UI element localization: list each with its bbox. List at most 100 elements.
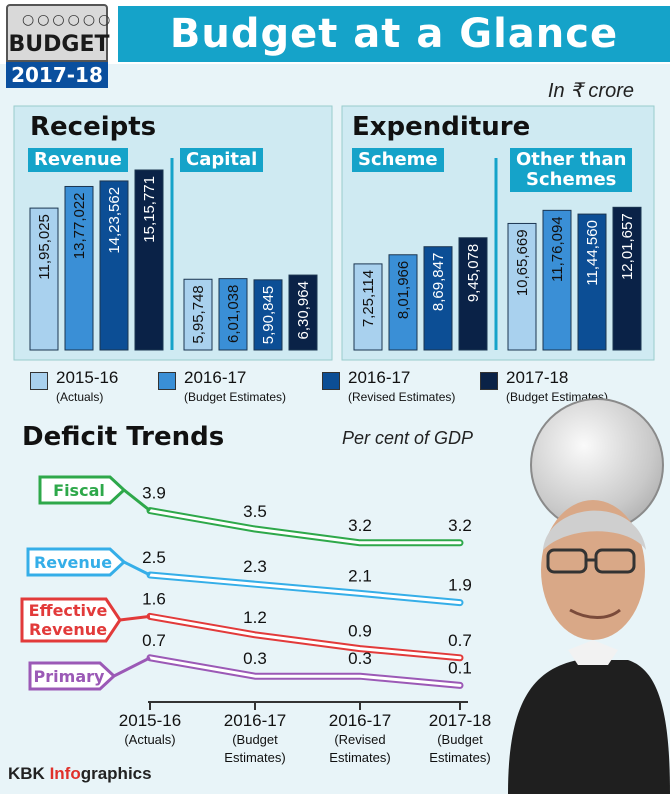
x-tick-label: 2015-16 <box>119 711 181 730</box>
footer-credit: KBK Infographics <box>8 764 152 783</box>
bar <box>64 185 94 351</box>
legend-note: (Budget Estimates) <box>184 390 287 404</box>
series-tag-connector <box>123 560 151 577</box>
receipts-title: Receipts <box>30 112 157 142</box>
bar-value-label: 7,25,114 <box>360 270 377 327</box>
bar <box>253 279 283 351</box>
calendar-icon: ○○○○○○ BUDGET <box>6 4 110 62</box>
legend-year: 2016-17 <box>348 368 411 387</box>
bar <box>288 274 318 351</box>
x-tick-label: 2017-18 <box>429 711 491 730</box>
bar <box>458 237 488 351</box>
bar-value-label: 14,23,562 <box>106 187 123 254</box>
x-tick-label: Estimates) <box>224 750 285 765</box>
legend-year: 2017-18 <box>506 368 569 387</box>
bar-value-label: 13,77,022 <box>71 192 88 259</box>
series-line-inner <box>148 656 462 687</box>
legend-year: 2015-16 <box>56 368 119 387</box>
bar <box>218 278 248 351</box>
point-value-label: 2.1 <box>348 566 372 585</box>
other-tag-line-2: Schemes <box>526 169 617 190</box>
bar <box>577 213 607 351</box>
point-value-label: 3.9 <box>142 484 166 503</box>
expenditure-title: Expenditure <box>352 112 531 142</box>
point-value-label: 0.1 <box>448 658 472 677</box>
series-tag-connector <box>119 614 151 622</box>
bar-value-label: 11,95,025 <box>36 214 53 280</box>
series-name-label: Revenue <box>34 553 112 572</box>
bar-value-label: 15,15,771 <box>141 176 158 243</box>
bar <box>388 254 418 351</box>
series-line-inner <box>148 509 462 545</box>
receipts-capital-tag: Capital <box>180 148 264 172</box>
series-line <box>146 507 464 547</box>
bar-value-label: 6,01,038 <box>225 285 242 343</box>
point-value-label: 1.9 <box>448 576 472 595</box>
bar <box>134 169 164 351</box>
x-tick-label: 2016-17 <box>224 711 286 730</box>
badge-word: BUDGET <box>8 32 110 57</box>
x-tick-label: Estimates) <box>429 750 490 765</box>
point-value-label: 2.3 <box>243 557 267 576</box>
bar <box>99 180 129 351</box>
finance-minister-photo <box>508 500 670 794</box>
series-name-label: Fiscal <box>53 481 105 500</box>
bar <box>353 263 383 351</box>
x-tick-label: 2016-17 <box>329 711 391 730</box>
x-tick-label: (Budget <box>437 732 483 747</box>
other-tag-line-1: Other than <box>516 149 627 170</box>
expenditure-scheme-tag: Scheme <box>352 148 444 172</box>
receipts-revenue-tag: Revenue <box>28 148 128 172</box>
bar <box>612 206 642 351</box>
bar-value-label: 8,01,966 <box>395 261 412 319</box>
series-name-label: Primary <box>34 667 105 686</box>
bar-value-label: 9,45,078 <box>465 244 482 302</box>
deficit-line-chart: 3.9 3.5 3.2 3.2 Fiscal 2.5 2.3 2.1 1.9 Revenue 1.6… <box>20 475 491 765</box>
series-tag-connector <box>123 488 151 512</box>
deficit-title: Deficit Trends <box>22 422 225 452</box>
x-tick-label: (Budget <box>232 732 278 747</box>
series-name-label: Revenue <box>29 620 107 639</box>
bar-value-label: 10,65,669 <box>514 229 531 296</box>
bar-value-label: 8,69,847 <box>430 253 447 311</box>
expenditure-other-tag: Other than Schemes <box>510 148 633 192</box>
point-value-label: 0.7 <box>448 631 472 650</box>
point-value-label: 3.2 <box>348 516 372 535</box>
series-tag-connector <box>113 656 151 678</box>
point-value-label: 0.3 <box>243 649 267 668</box>
deficit-subtitle: Per cent of GDP <box>342 428 474 448</box>
point-value-label: 2.5 <box>142 548 166 567</box>
series-line-inner <box>148 573 462 605</box>
x-tick-label: (Actuals) <box>124 732 175 747</box>
bar <box>29 207 59 351</box>
legend-swatch <box>322 372 340 390</box>
bar <box>507 222 537 351</box>
bar <box>183 278 213 351</box>
budget-badge: ○○○○○○ BUDGET 2017-18 <box>6 4 110 88</box>
series-tag <box>20 597 122 643</box>
series-line <box>146 612 464 662</box>
bar-value-label: 6,30,964 <box>295 281 312 339</box>
series-tag <box>38 475 127 505</box>
bar <box>423 246 453 351</box>
legend-swatch <box>30 372 48 390</box>
series-tag <box>28 661 117 691</box>
bar-value-label: 5,90,845 <box>260 286 277 344</box>
title-bar <box>118 6 670 62</box>
bar-value-label: 11,44,560 <box>584 220 601 286</box>
bar <box>542 209 572 351</box>
bar-charts: 11,95,025 13,77,022 14,23,562 15,15,771 5,95… <box>13 105 655 361</box>
series-line-inner <box>148 614 462 660</box>
legend-swatch <box>158 372 176 390</box>
bar-value-label: 12,01,657 <box>619 213 636 280</box>
series-tag <box>26 547 127 577</box>
legend-swatch <box>480 372 498 390</box>
legend-note: (Revised Estimates) <box>348 390 456 404</box>
legend-year: 2016-17 <box>184 368 247 387</box>
page-title: Budget at a Glance <box>169 11 619 57</box>
x-tick-label: Estimates) <box>329 750 390 765</box>
point-value-label: 0.9 <box>348 622 372 641</box>
unit-label: In ₹ crore <box>547 80 634 102</box>
series-name-label: Effective <box>29 601 108 620</box>
point-value-label: 3.2 <box>448 516 472 535</box>
